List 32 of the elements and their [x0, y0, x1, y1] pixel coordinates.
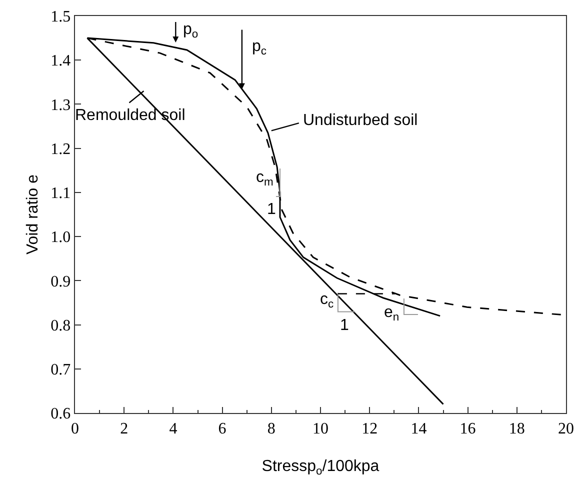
x-tick-label: 6: [218, 420, 226, 438]
y-tick-label: 0.8: [50, 317, 71, 334]
x-tick-label: 20: [558, 420, 574, 438]
y-tick-label: 1.5: [50, 8, 71, 26]
x-tick-label: 2: [120, 420, 128, 438]
x-axis-title: Stressp$_{o}$/100kpa: [262, 458, 380, 478]
annotation: Remoulded soil: [75, 107, 186, 124]
y-tick-label: 1.4: [50, 52, 71, 70]
annotation: p$_{o}$: [183, 21, 198, 40]
annotation: p$_{c}$: [252, 38, 267, 58]
annotation: c$_{c}$: [320, 291, 334, 310]
y-tick-label: 1.1: [50, 185, 71, 202]
annotation: Undisturbed soil: [303, 112, 418, 129]
y-tick-label: 1.3: [50, 96, 71, 114]
y-tick-label: 0.7: [50, 361, 71, 378]
y-axis-title: Void ratio e: [24, 174, 42, 255]
annotation: 1: [340, 317, 349, 334]
x-tick-label: 16: [460, 420, 476, 438]
y-tick-label: 0.9: [50, 273, 71, 290]
x-tick-label: 0: [71, 420, 79, 438]
x-tick-label: 8: [267, 420, 276, 438]
y-tick-label: 1.0: [50, 229, 71, 246]
annotation: 1: [267, 201, 276, 218]
annotation: c$_{m}$: [256, 169, 274, 188]
y-tick-label: 0.6: [50, 406, 71, 423]
x-tick-label: 4: [169, 420, 178, 438]
x-tick-label: 10: [312, 420, 328, 438]
annotation: e$_{n}$: [384, 304, 400, 324]
y-tick-label: 1.2: [50, 140, 71, 158]
x-tick-label: 18: [508, 420, 525, 438]
x-tick-label: 14: [410, 420, 427, 438]
x-tick-label: 12: [362, 420, 378, 438]
